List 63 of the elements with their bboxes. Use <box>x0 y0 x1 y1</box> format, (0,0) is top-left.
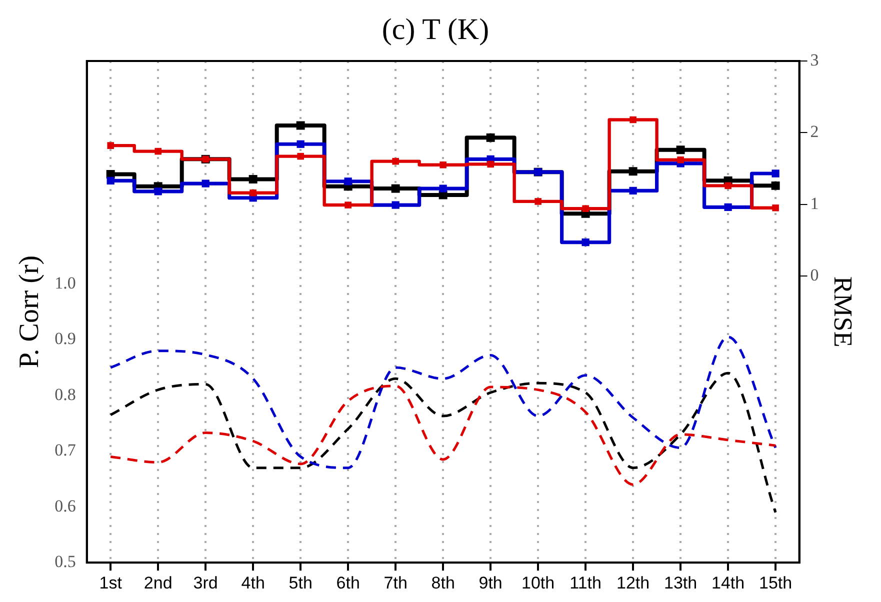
x-tick-label: 10th <box>522 573 555 592</box>
y-tick-label: 0.8 <box>54 384 76 404</box>
point <box>582 238 590 246</box>
x-tick-label: 3rd <box>193 573 218 592</box>
y-axis-title: P. Corr (r) <box>14 255 46 368</box>
point <box>440 162 446 168</box>
x-tick-label: 1st <box>99 573 122 592</box>
y2-tick-label: 3 <box>810 50 819 70</box>
x-tick-label: 13th <box>664 573 698 592</box>
x-tick-label: 8th <box>431 573 455 592</box>
y-tick-label: 0.9 <box>54 329 76 348</box>
point <box>771 181 780 190</box>
point <box>250 189 256 196</box>
point <box>344 202 352 208</box>
x-tick-label: 7th <box>384 573 408 592</box>
point <box>297 152 304 160</box>
x-tick-label: 12th <box>616 573 650 592</box>
x-tick-label: 5th <box>288 573 312 592</box>
point <box>487 160 494 168</box>
point <box>439 184 447 192</box>
point <box>676 146 685 154</box>
point <box>628 167 638 176</box>
point <box>392 158 399 165</box>
point <box>772 170 780 178</box>
point <box>154 148 162 155</box>
point <box>202 180 210 188</box>
y2-tick-label: 2 <box>810 122 819 142</box>
x-tick-label: 2nd <box>144 573 172 592</box>
x-tick-label: 9th <box>478 573 502 592</box>
y-tick-label: 0.6 <box>54 496 76 516</box>
point <box>772 204 779 212</box>
y2-tick-label: 1 <box>810 194 819 213</box>
x-tick-label: 4th <box>241 573 265 592</box>
point <box>392 201 400 209</box>
point <box>629 186 637 195</box>
chart-title: (c) T (K) <box>382 12 490 46</box>
x-tick-label: 15th <box>759 573 792 592</box>
x-tick-label: 6th <box>336 573 360 592</box>
point <box>582 205 589 212</box>
point <box>248 174 258 184</box>
point <box>486 133 495 142</box>
point <box>154 188 162 196</box>
y2-axis-title: RMSE <box>828 276 858 348</box>
point <box>107 142 114 149</box>
point <box>296 121 305 130</box>
point <box>724 203 732 211</box>
point <box>534 198 542 205</box>
x-tick-label: 11th <box>570 573 602 592</box>
point <box>296 140 304 148</box>
line-series <box>109 336 777 470</box>
y-tick-label: 0.7 <box>54 440 76 460</box>
point <box>630 116 636 124</box>
y-tick-label: 1.0 <box>54 273 76 292</box>
point <box>344 178 352 186</box>
line-series <box>109 372 777 514</box>
y-tick-label: 0.5 <box>54 552 76 572</box>
point <box>724 182 732 190</box>
line-series <box>109 384 777 486</box>
point <box>106 176 114 184</box>
point <box>391 184 400 193</box>
x-tick-label: 14th <box>712 573 745 592</box>
point <box>677 156 684 164</box>
y2-tick-label: 0 <box>810 265 819 284</box>
